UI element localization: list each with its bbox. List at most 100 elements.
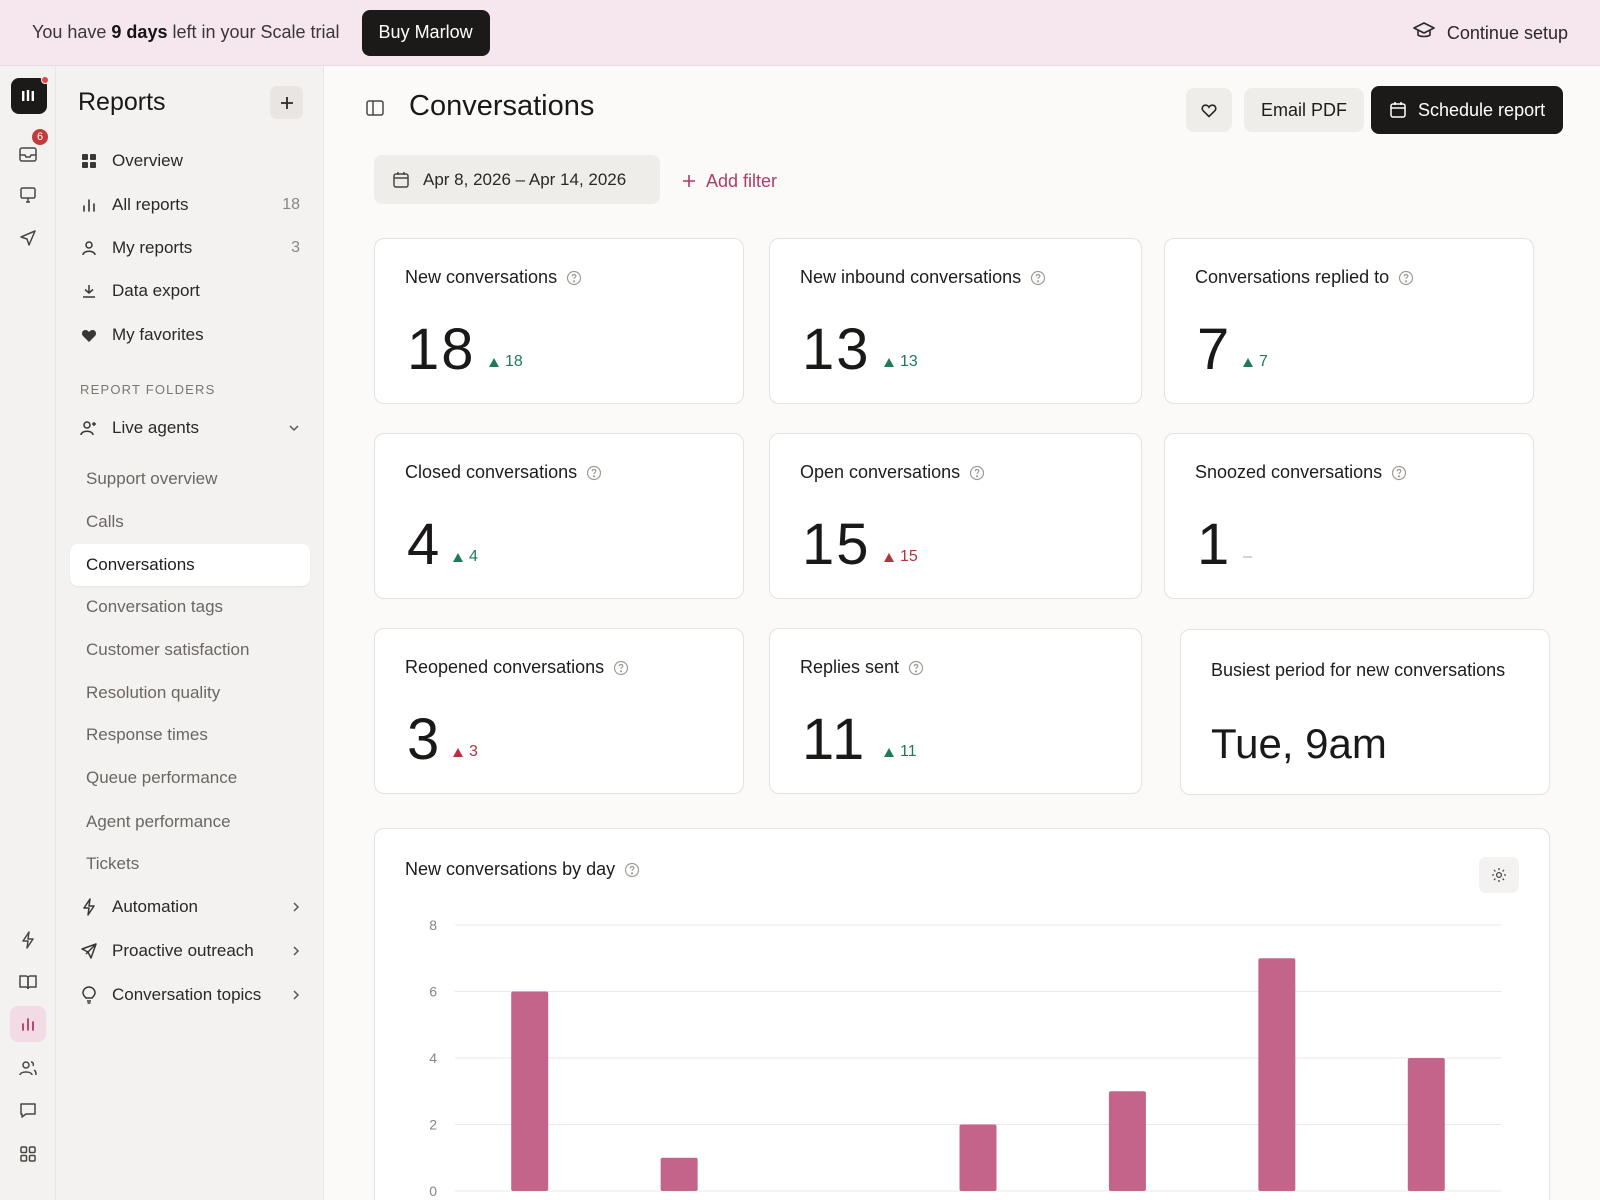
rail-automation[interactable]: [10, 922, 46, 958]
metric-card[interactable]: Open conversations 15 15: [769, 433, 1142, 599]
metric-delta-value: 15: [900, 548, 918, 565]
metric-label-text: Replies sent: [800, 657, 900, 677]
rail-reports[interactable]: [10, 1006, 46, 1042]
sub-item-tickets[interactable]: Tickets: [86, 854, 140, 873]
metric-label-text: New inbound conversations: [800, 267, 1022, 287]
sub-item-resolution-quality[interactable]: Resolution quality: [86, 683, 221, 702]
sub-item-conversation-tags[interactable]: Conversation tags: [86, 597, 224, 616]
bar-chart-icon: [78, 194, 100, 216]
help-icon[interactable]: [1391, 465, 1407, 481]
sub-item-support-overview[interactable]: Support overview: [86, 469, 218, 488]
send-icon: [78, 940, 100, 962]
report-count: 3: [291, 239, 300, 256]
folder-proactive-outreach[interactable]: Proactive outreach: [78, 933, 300, 969]
metric-label: Busiest period for new conversations: [1211, 660, 1506, 680]
rail-knowledge[interactable]: [10, 964, 46, 1000]
metric-card-busiest-period[interactable]: Busiest period for new conversations Tue…: [1180, 629, 1550, 795]
sidebar-item-my-reports[interactable]: My reports 3: [78, 230, 300, 266]
sub-item-calls[interactable]: Calls: [86, 512, 124, 531]
bar[interactable]: [959, 1124, 997, 1192]
sub-item-customer-satisfaction[interactable]: Customer satisfaction: [86, 640, 250, 659]
metric-label: Snoozed conversations: [1195, 462, 1407, 483]
metric-card[interactable]: Conversations replied to 7 7: [1164, 238, 1534, 404]
metric-value: 7: [1197, 317, 1232, 382]
metric-card[interactable]: Reopened conversations 3 3: [374, 628, 744, 794]
sub-item-agent-performance[interactable]: Agent performance: [86, 812, 231, 831]
favorite-button[interactable]: [1186, 88, 1232, 132]
metric-card[interactable]: Closed conversations 4 4: [374, 433, 744, 599]
heart-icon: [1201, 103, 1217, 118]
sub-item-queue-performance[interactable]: Queue performance: [86, 768, 238, 787]
rail-contacts[interactable]: [10, 1050, 46, 1086]
rail-apps[interactable]: [10, 1136, 46, 1172]
chart-settings-button[interactable]: [1479, 857, 1519, 893]
help-icon[interactable]: [908, 660, 924, 676]
app-logo[interactable]: [11, 76, 49, 114]
rail-chat[interactable]: [10, 1092, 46, 1128]
bar[interactable]: [1108, 1091, 1146, 1191]
metric-value: 13: [802, 317, 871, 382]
metric-label: Conversations replied to: [1195, 267, 1414, 288]
email-pdf-button[interactable]: Email PDF: [1244, 88, 1365, 132]
date-range-picker[interactable]: Apr 8, 2026 – Apr 14, 2026: [374, 155, 660, 204]
bulb-icon: [78, 984, 100, 1006]
help-icon[interactable]: [1398, 270, 1414, 286]
y-tick-label: 4: [429, 1050, 437, 1066]
rail-outbound[interactable]: [10, 220, 46, 256]
sub-item-response-times[interactable]: Response times: [86, 725, 208, 744]
folder-conversation-topics[interactable]: Conversation topics: [78, 977, 300, 1013]
metric-delta-value: 13: [900, 353, 918, 370]
bar[interactable]: [1258, 958, 1296, 1191]
bar[interactable]: [1407, 1058, 1445, 1191]
sidebar-item-overview[interactable]: Overview: [78, 143, 300, 179]
bar-chart: 0 2 4 6 8: [429, 917, 1501, 1199]
plus-icon: [280, 96, 293, 109]
sidebar-item-all-reports[interactable]: All reports 18: [78, 187, 300, 223]
rail-inbox[interactable]: 6: [10, 129, 48, 172]
metric-label: New conversations: [405, 267, 582, 288]
help-icon[interactable]: [1030, 270, 1046, 286]
metric-delta-value: 3: [469, 743, 478, 760]
send-icon: [20, 230, 36, 246]
metric-label-text: New conversations: [405, 267, 558, 287]
metric-label: Closed conversations: [405, 462, 602, 483]
inbox-badge: 6: [32, 129, 48, 145]
schedule-report-button[interactable]: Schedule report: [1371, 86, 1564, 134]
help-icon[interactable]: [613, 660, 629, 676]
help-icon[interactable]: [624, 862, 640, 878]
triangle-up-icon: [489, 357, 499, 367]
metric-delta-value: 7: [1259, 353, 1268, 370]
metric-card[interactable]: Replies sent 11 11: [769, 628, 1142, 794]
continue-setup-link[interactable]: Continue setup: [1413, 0, 1568, 66]
metric-card[interactable]: New inbound conversations 13 13: [769, 238, 1142, 404]
metric-card[interactable]: New conversations 18 18: [374, 238, 744, 404]
sidebar-item-label: All reports: [112, 195, 189, 214]
sub-item-conversations[interactable]: Conversations: [70, 544, 310, 586]
bar[interactable]: [660, 1157, 698, 1191]
sidebar-item-my-favorites[interactable]: My favorites: [78, 317, 300, 353]
y-tick-label: 6: [429, 984, 437, 1000]
add-report-button[interactable]: [270, 86, 303, 119]
folder-live-agents[interactable]: Live agents: [78, 410, 300, 446]
add-filter-label: Add filter: [706, 170, 778, 191]
rail-messenger[interactable]: [10, 177, 46, 213]
help-icon[interactable]: [566, 270, 582, 286]
add-filter-button[interactable]: Add filter: [682, 166, 777, 196]
metric-delta-value: –: [1243, 548, 1252, 565]
bar[interactable]: [511, 991, 549, 1192]
sidebar-toggle-icon[interactable]: [365, 99, 385, 122]
triangle-up-icon: [453, 552, 463, 562]
help-icon[interactable]: [969, 465, 985, 481]
main-content: Conversations Email PDF Schedule report …: [324, 66, 1600, 1200]
grid-icon: [78, 150, 100, 172]
calendar-icon: [1390, 102, 1406, 118]
metric-card[interactable]: Snoozed conversations 1–: [1164, 433, 1534, 599]
sidebar-item-data-export[interactable]: Data export: [78, 273, 300, 309]
help-icon[interactable]: [586, 465, 602, 481]
buy-button[interactable]: Buy Marlow: [361, 9, 490, 56]
chevron-right-icon: [292, 901, 300, 913]
metric-label-text: Closed conversations: [405, 462, 578, 482]
metric-delta: 11: [884, 743, 917, 761]
folder-automation[interactable]: Automation: [78, 889, 300, 925]
sidebar-item-label: Data export: [112, 281, 200, 300]
